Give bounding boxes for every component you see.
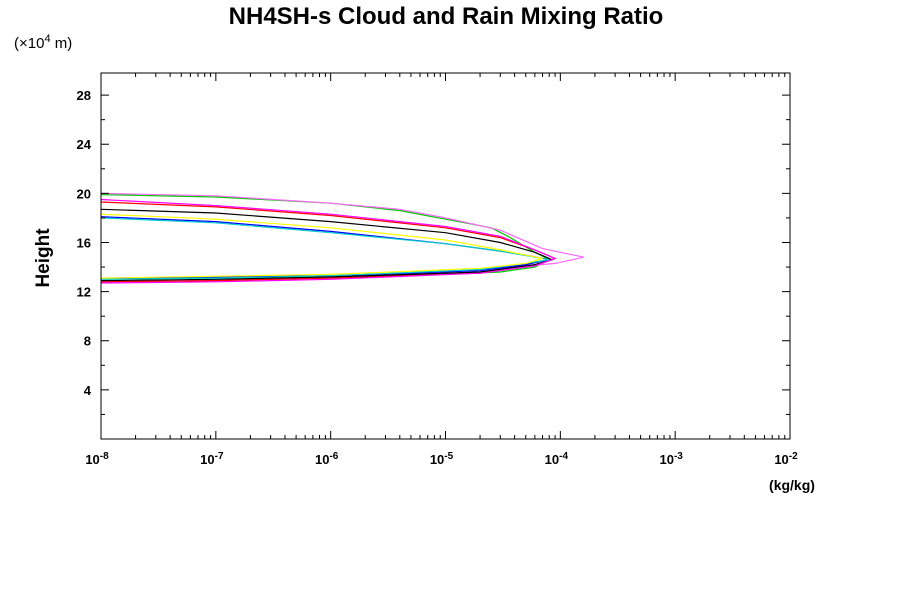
x-tick-label-exponent: -6 (329, 451, 338, 462)
series-group (101, 192, 584, 284)
series-line-1 (101, 194, 551, 279)
y-tick-label: 12 (77, 285, 91, 300)
x-tick-label: 10-2 (774, 451, 798, 467)
x-tick-label: 10-8 (85, 451, 109, 467)
plot-frame (100, 72, 791, 440)
x-tick-label-base: 10 (430, 452, 444, 467)
y-tick-label: 16 (77, 235, 91, 250)
x-tick-label-base: 10 (774, 452, 788, 467)
x-tick-label-base: 10 (85, 452, 99, 467)
x-axis-unit-label: (kg/kg) (769, 477, 815, 493)
x-tick-label-exponent: -7 (215, 451, 224, 462)
y-scale-note-suffix: m) (51, 35, 73, 52)
x-tick-label-exponent: -5 (444, 451, 453, 462)
x-tick-label-base: 10 (315, 452, 329, 467)
x-tick-label: 10-3 (659, 451, 683, 467)
x-tick-label-exponent: -4 (559, 451, 568, 462)
series-line-4 (101, 208, 554, 282)
y-scale-note: (×104 m) (14, 33, 72, 52)
x-tick-label-exponent: -8 (100, 451, 109, 462)
y-axis-label: Height (33, 228, 54, 288)
plot-area (101, 192, 584, 284)
x-tick-label-exponent: -2 (789, 451, 798, 462)
x-tick-label: 10-5 (430, 451, 454, 467)
series-line-8 (101, 198, 557, 284)
x-tick-label-exponent: -3 (674, 451, 683, 462)
y-tick-label: 4 (84, 383, 92, 398)
y-tick-label: 8 (84, 334, 91, 349)
y-scale-note-exponent: 4 (44, 33, 50, 45)
series-line-7 (101, 213, 543, 279)
x-tick-label: 10-4 (545, 451, 569, 467)
x-tick-label-base: 10 (200, 452, 214, 467)
x-tick-label-base: 10 (659, 452, 673, 467)
x-tick-label: 10-6 (315, 451, 339, 467)
y-scale-note-prefix: (×10 (14, 35, 44, 52)
x-tick-label: 10-7 (200, 451, 224, 467)
chart-title: NH4SH-s Cloud and Rain Mixing Ratio (229, 3, 664, 30)
y-tick-label: 28 (77, 88, 91, 103)
x-tick-label-base: 10 (545, 452, 559, 467)
y-tick-label: 20 (77, 186, 91, 201)
y-tick-label: 24 (77, 137, 92, 152)
